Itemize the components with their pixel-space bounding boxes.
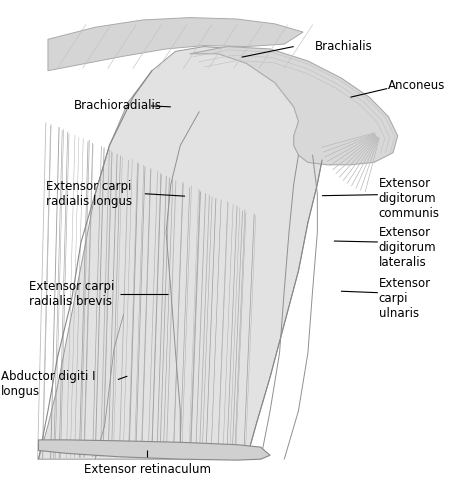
Text: Extensor carpi
radialis longus: Extensor carpi radialis longus bbox=[46, 180, 132, 208]
Text: Brachioradialis: Brachioradialis bbox=[74, 99, 162, 112]
Polygon shape bbox=[48, 17, 303, 71]
Text: Extensor carpi
radialis brevis: Extensor carpi radialis brevis bbox=[29, 280, 114, 308]
Polygon shape bbox=[38, 440, 270, 460]
Polygon shape bbox=[38, 46, 322, 459]
Text: Abductor digiti I
longus: Abductor digiti I longus bbox=[0, 370, 95, 398]
Polygon shape bbox=[190, 46, 398, 165]
Text: Extensor
carpi
ulnaris: Extensor carpi ulnaris bbox=[379, 277, 431, 320]
Text: Extensor
digitorum
communis: Extensor digitorum communis bbox=[379, 177, 440, 220]
Text: Extensor
digitorum
lateralis: Extensor digitorum lateralis bbox=[379, 227, 437, 269]
Text: Anconeus: Anconeus bbox=[388, 79, 446, 91]
Text: Extensor retinaculum: Extensor retinaculum bbox=[84, 463, 211, 476]
Text: Brachialis: Brachialis bbox=[315, 40, 373, 53]
